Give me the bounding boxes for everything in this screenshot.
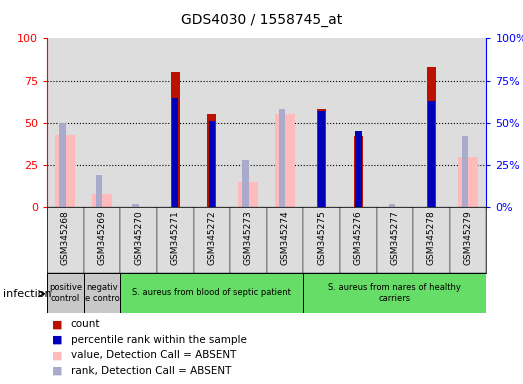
Text: GSM345271: GSM345271 (170, 211, 180, 265)
Bar (279, 109, 286, 207)
Text: GSM345279: GSM345279 (463, 211, 473, 265)
Text: GSM345278: GSM345278 (427, 211, 436, 265)
Text: ■: ■ (52, 366, 63, 376)
Text: GSM345277: GSM345277 (390, 211, 400, 265)
Bar (132, 204, 139, 207)
Bar (157, 207, 194, 273)
Bar (377, 207, 413, 273)
Bar (462, 136, 469, 207)
Text: S. aureus from blood of septic patient: S. aureus from blood of septic patient (132, 288, 291, 297)
Text: infection: infection (3, 289, 51, 299)
Bar (303, 38, 340, 207)
Bar (120, 38, 157, 207)
Bar (450, 38, 486, 207)
Bar (55, 135, 75, 207)
Bar (275, 114, 295, 207)
Bar (238, 182, 258, 207)
Bar (355, 131, 361, 207)
Bar (413, 207, 450, 273)
Bar (84, 207, 120, 273)
Bar (267, 207, 303, 273)
Bar (340, 207, 377, 273)
Bar (84, 38, 120, 207)
Bar (120, 273, 303, 313)
Text: GSM345273: GSM345273 (244, 211, 253, 265)
Bar (157, 38, 194, 207)
Text: ■: ■ (52, 319, 63, 329)
Bar (458, 157, 478, 207)
Text: ■: ■ (52, 350, 63, 360)
Bar (170, 72, 180, 207)
Text: GSM345272: GSM345272 (207, 211, 217, 265)
Bar (47, 273, 84, 313)
Bar (230, 38, 267, 207)
Bar (230, 207, 267, 273)
Bar (377, 38, 413, 207)
Bar (47, 38, 84, 207)
Text: positive
control: positive control (49, 283, 82, 303)
Bar (194, 38, 230, 207)
Bar (303, 207, 340, 273)
Bar (428, 101, 435, 207)
Bar (303, 273, 486, 313)
Bar (96, 175, 103, 207)
Bar (242, 160, 249, 207)
Text: count: count (71, 319, 100, 329)
Bar (92, 194, 112, 207)
Text: rank, Detection Call = ABSENT: rank, Detection Call = ABSENT (71, 366, 231, 376)
Text: GSM345270: GSM345270 (134, 211, 143, 265)
Text: GSM345275: GSM345275 (317, 211, 326, 265)
Bar (340, 38, 377, 207)
Text: GSM345274: GSM345274 (280, 211, 290, 265)
Bar (84, 273, 120, 313)
Bar (59, 123, 66, 207)
Text: negativ
e contro: negativ e contro (85, 283, 119, 303)
Bar (389, 204, 395, 207)
Text: S. aureus from nares of healthy
carriers: S. aureus from nares of healthy carriers (328, 283, 461, 303)
Bar (354, 136, 363, 207)
Bar (427, 67, 436, 207)
Bar (207, 114, 217, 207)
Text: percentile rank within the sample: percentile rank within the sample (71, 335, 246, 345)
Text: GSM345269: GSM345269 (97, 211, 107, 265)
Bar (317, 109, 326, 207)
Text: GSM345268: GSM345268 (61, 211, 70, 265)
Text: ■: ■ (52, 335, 63, 345)
Bar (450, 207, 486, 273)
Bar (209, 121, 215, 207)
Bar (319, 111, 325, 207)
Bar (120, 207, 157, 273)
Text: value, Detection Call = ABSENT: value, Detection Call = ABSENT (71, 350, 236, 360)
Bar (267, 38, 303, 207)
Bar (47, 207, 84, 273)
Bar (413, 38, 450, 207)
Text: GSM345276: GSM345276 (354, 211, 363, 265)
Bar (194, 207, 230, 273)
Text: GDS4030 / 1558745_at: GDS4030 / 1558745_at (181, 13, 342, 27)
Bar (172, 98, 178, 207)
